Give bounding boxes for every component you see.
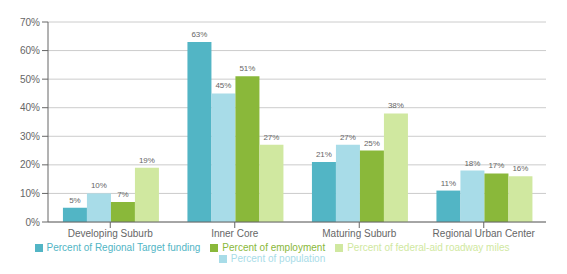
svg-text:21%: 21%	[316, 150, 332, 159]
svg-text:40%: 40%	[20, 102, 40, 113]
svg-text:20%: 20%	[20, 159, 40, 170]
svg-text:11%: 11%	[441, 179, 456, 188]
svg-text:7%: 7%	[117, 190, 129, 199]
html-text:Percent of federal-aid roadway: Percent of federal-aid roadway miles	[347, 242, 510, 253]
svg-text:30%: 30%	[20, 131, 40, 142]
svg-text:70%: 70%	[20, 17, 40, 28]
html-text:Percent of employment: Percent of employment	[222, 242, 326, 253]
svg-text:17%: 17%	[488, 161, 504, 170]
svg-text:60%: 60%	[20, 45, 40, 56]
svg-text:Inner Core: Inner Core	[211, 228, 259, 239]
svg-text:19%: 19%	[139, 156, 155, 165]
svg-text:0%: 0%	[26, 217, 41, 228]
svg-text:10%: 10%	[20, 188, 40, 199]
svg-text:Developing Suburb: Developing Suburb	[68, 228, 153, 239]
html-text:Percent of Regional Target fun: Percent of Regional Target funding	[46, 242, 201, 253]
svg-text:27%: 27%	[263, 133, 279, 142]
svg-text:51%: 51%	[239, 64, 255, 73]
svg-text:38%: 38%	[388, 101, 404, 110]
svg-text:50%: 50%	[20, 74, 40, 85]
svg-text:5%: 5%	[69, 196, 81, 205]
svg-text:Maturing Suburb: Maturing Suburb	[322, 228, 396, 239]
svg-text:10%: 10%	[91, 181, 107, 190]
svg-text:25%: 25%	[364, 139, 380, 148]
svg-text:16%: 16%	[512, 164, 528, 173]
svg-text:45%: 45%	[215, 81, 231, 90]
html-text:Percent of population: Percent of population	[230, 253, 326, 264]
svg-text:18%: 18%	[464, 159, 480, 168]
svg-text:Regional Urban Center: Regional Urban Center	[433, 228, 536, 239]
svg-text:27%: 27%	[340, 133, 356, 142]
svg-text:63%: 63%	[191, 30, 207, 39]
